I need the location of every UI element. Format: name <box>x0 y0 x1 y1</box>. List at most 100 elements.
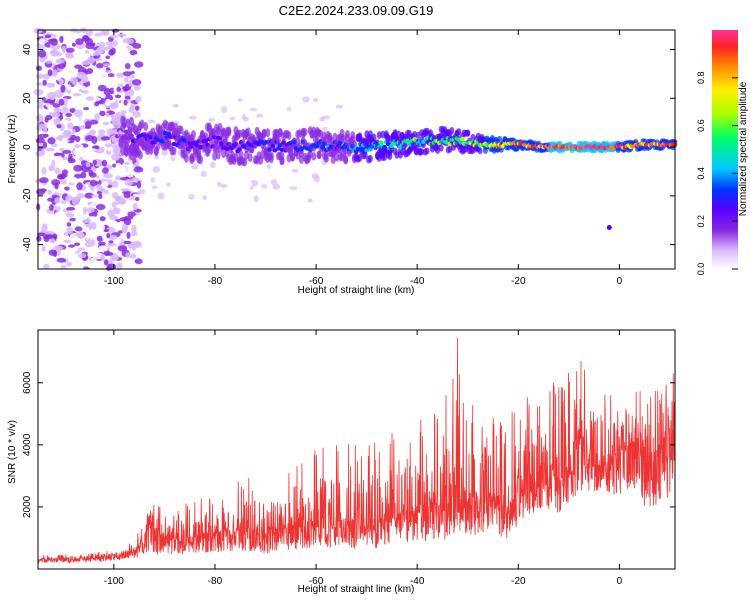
noise-blob <box>94 252 103 260</box>
noise-blob <box>89 129 97 135</box>
signal-halo <box>183 153 189 163</box>
signal-halo <box>424 147 430 155</box>
noise-blob <box>50 49 59 57</box>
noise-blob <box>202 195 207 200</box>
signal-halo <box>113 144 119 155</box>
noise-blob <box>123 206 131 211</box>
noise-blob <box>115 204 122 209</box>
noise-blob <box>38 44 45 51</box>
noise-blob <box>132 43 142 49</box>
noise-blob <box>126 231 131 239</box>
colorbar-gradient <box>712 30 738 269</box>
noise-blob <box>51 69 59 77</box>
noise-blob <box>77 51 83 55</box>
noise-blob <box>216 181 222 187</box>
noise-blob <box>129 49 138 56</box>
noise-blob <box>88 203 95 209</box>
noise-blob <box>237 98 243 102</box>
noise-blob <box>53 108 62 112</box>
noise-blob <box>77 237 87 242</box>
noise-blob <box>99 110 106 117</box>
signal-core <box>272 148 278 153</box>
signal-halo <box>265 128 271 138</box>
noise-blob <box>54 211 65 217</box>
noise-blob <box>132 193 142 198</box>
noise-blob <box>154 155 159 160</box>
snr-y-axis-label: SNR (10 * v/v) <box>7 420 18 484</box>
signal-halo <box>419 148 425 156</box>
noise-blob <box>92 52 101 56</box>
noise-blob <box>108 234 118 241</box>
noise-blob <box>83 106 90 111</box>
noise-blob <box>91 196 98 205</box>
noise-blob <box>307 198 313 203</box>
noise-blob <box>102 63 111 67</box>
noise-blob <box>36 232 46 237</box>
noise-blob <box>50 128 61 132</box>
noise-blob <box>81 35 91 42</box>
noise-blob <box>157 192 165 200</box>
signal-halo <box>261 128 267 138</box>
signal-halo <box>316 150 322 160</box>
snr-x-tick-label: -20 <box>511 576 526 587</box>
noise-blob <box>117 83 124 88</box>
noise-blob <box>85 29 94 37</box>
noise-blob <box>50 38 58 46</box>
noise-blob <box>124 95 131 100</box>
signal-halo <box>286 131 292 140</box>
noise-blob <box>70 32 80 38</box>
noise-blob <box>335 104 344 109</box>
noise-blob <box>111 153 121 161</box>
noise-blob <box>101 159 108 167</box>
noise-blob <box>107 209 115 217</box>
noise-blob <box>54 89 64 98</box>
noise-blob <box>60 264 67 270</box>
noise-blob <box>131 177 139 183</box>
noise-blob <box>319 117 326 122</box>
signal-core <box>129 133 134 138</box>
noise-blob <box>289 186 298 190</box>
noise-blob <box>42 223 48 229</box>
noise-blob <box>108 240 114 244</box>
noise-blob <box>47 69 53 77</box>
noise-blob <box>112 40 118 47</box>
noise-blob <box>94 32 103 37</box>
noise-blob <box>161 150 169 156</box>
noise-blob <box>120 188 130 192</box>
noise-blob <box>130 231 138 237</box>
noise-blob <box>324 187 332 192</box>
noise-blob <box>89 257 97 263</box>
noise-blob <box>120 110 127 115</box>
colorbar: 0.0 0.2 0.4 0.6 0.8 Normalized spectral ampl… <box>696 30 749 275</box>
snr-x-tick-label: -40 <box>410 576 425 587</box>
noise-blob <box>42 126 48 133</box>
noise-blob <box>105 55 111 60</box>
noise-blob <box>79 231 84 240</box>
spectrogram-y-axis-label: Frequency (Hz) <box>7 115 18 184</box>
noise-blob <box>51 159 56 167</box>
noise-blob <box>110 99 116 103</box>
signal-halo <box>394 151 400 159</box>
noise-blob <box>61 169 69 176</box>
noise-blob <box>47 137 56 145</box>
noise-blob <box>103 228 110 233</box>
noise-blob <box>105 251 114 256</box>
noise-blob <box>88 216 96 221</box>
snr-x-tick-label: -60 <box>309 576 324 587</box>
noise-blob <box>35 158 46 167</box>
noise-blob <box>54 202 63 207</box>
noise-blob <box>84 234 90 242</box>
noise-blob <box>36 188 46 196</box>
noise-blob <box>123 99 128 106</box>
noise-blob <box>95 148 104 154</box>
spectrogram-x-tick-label: -100 <box>104 276 124 287</box>
noise-blob <box>65 212 75 218</box>
colorbar-label: Normalized spectral amplitude <box>738 81 749 216</box>
noise-blob <box>77 253 87 259</box>
signal-halo <box>275 136 281 145</box>
signal-halo <box>190 153 196 163</box>
signal-halo <box>155 141 161 151</box>
noise-blob <box>102 167 109 175</box>
signal-halo <box>311 152 317 161</box>
noise-blob <box>73 109 83 118</box>
